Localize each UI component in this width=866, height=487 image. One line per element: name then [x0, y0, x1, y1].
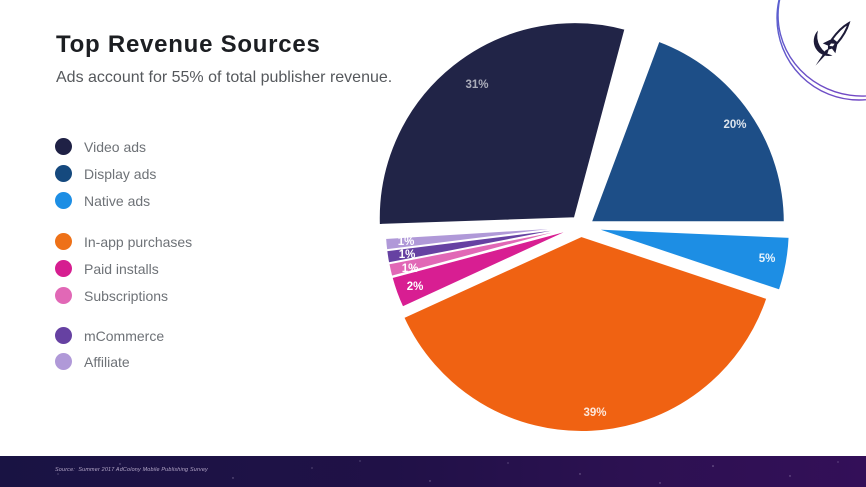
- svg-text:1%: 1%: [398, 236, 415, 248]
- svg-text:39%: 39%: [583, 407, 606, 419]
- svg-text:2%: 2%: [407, 281, 424, 293]
- svg-text:1%: 1%: [399, 249, 416, 261]
- svg-text:5%: 5%: [759, 253, 776, 265]
- svg-text:31%: 31%: [465, 79, 488, 91]
- svg-text:1%: 1%: [402, 263, 419, 275]
- svg-text:20%: 20%: [723, 119, 746, 131]
